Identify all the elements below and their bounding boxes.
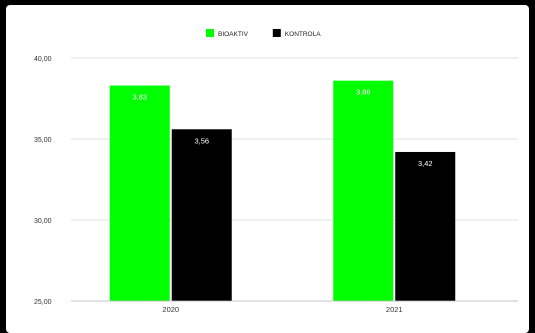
data-label: 3,42: [418, 159, 433, 168]
bar-kontrola-2020: [171, 129, 232, 301]
legend-label: BIOAKTIV: [218, 31, 249, 38]
x-tick-label: 2021: [386, 305, 403, 314]
bar-chart: 3,83 3,56 3,86 3,42 25,00 30,00 35,00 40,00 202…: [34, 29, 518, 314]
legend-swatch-bioaktiv: [206, 29, 214, 37]
data-label: 3,83: [132, 93, 147, 102]
legend-swatch-kontrola: [272, 29, 281, 37]
y-tick-label: 35,00: [34, 137, 52, 144]
y-tick-label: 40,00: [34, 56, 52, 63]
chart-panel: 3,83 3,56 3,86 3,42 25,00 30,00 35,00 40,00 202…: [6, 5, 529, 333]
data-label: 3,86: [356, 88, 371, 97]
legend-label: KONTROLA: [285, 31, 321, 38]
bar-kontrola-2021: [395, 151, 456, 301]
y-tick-label: 30,00: [34, 218, 52, 225]
bar-bioaktiv-2021: [333, 80, 394, 302]
x-tick-label: 2020: [162, 305, 179, 314]
y-tick-label: 25,00: [34, 299, 52, 306]
data-label: 3,56: [194, 136, 209, 145]
bar-bioaktiv-2020: [109, 85, 170, 301]
